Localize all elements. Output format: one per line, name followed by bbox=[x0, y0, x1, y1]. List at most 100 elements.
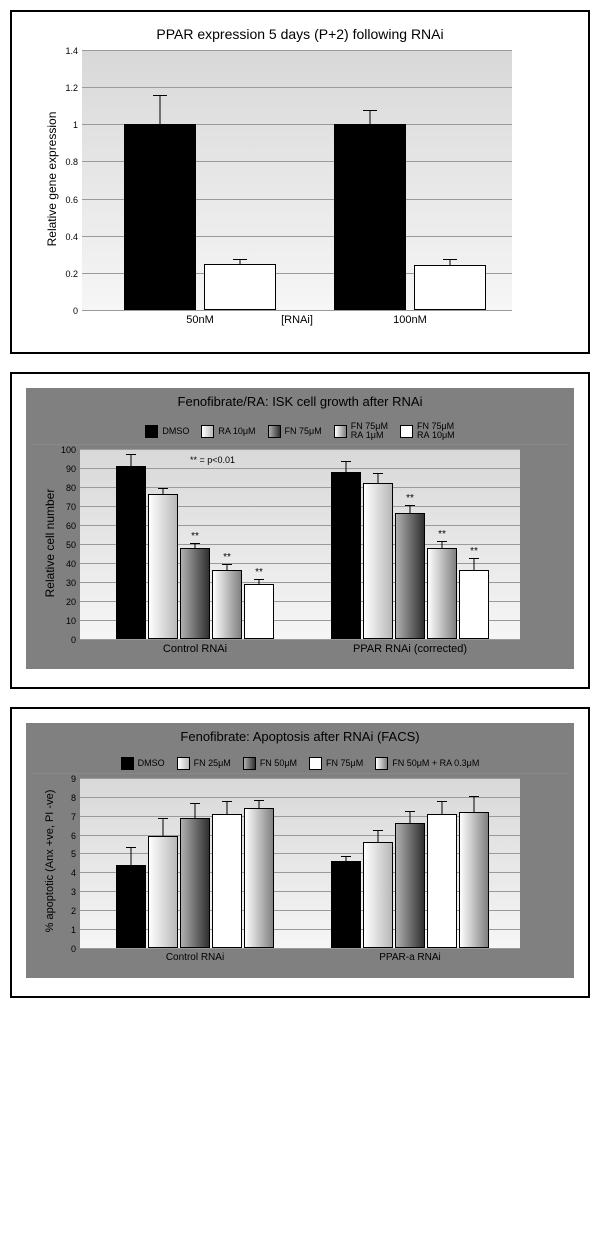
significance-marker: ** bbox=[470, 546, 478, 557]
bar bbox=[116, 865, 146, 948]
x-axis-label: [RNAi] bbox=[281, 314, 313, 326]
error-cap bbox=[341, 461, 351, 462]
error-bar bbox=[131, 848, 132, 865]
error-bar bbox=[410, 506, 411, 514]
legend-swatch bbox=[400, 425, 413, 438]
bar bbox=[212, 814, 242, 948]
bar bbox=[427, 814, 457, 948]
y-axis-label: % apoptotic (Anx +ve, PI -ve) bbox=[44, 776, 56, 946]
legend-label: FN 75μM bbox=[326, 759, 363, 768]
grid-line bbox=[82, 87, 512, 88]
legend-swatch bbox=[201, 425, 214, 438]
y-axis-label: Relative cell number bbox=[43, 448, 57, 638]
bar bbox=[395, 823, 425, 948]
error-cap bbox=[373, 473, 383, 474]
legend-swatch bbox=[145, 425, 158, 438]
legend-label: FN 50μM bbox=[260, 759, 297, 768]
error-bar bbox=[160, 96, 161, 124]
error-bar bbox=[240, 260, 241, 264]
y-tick-label: 2 bbox=[36, 906, 80, 916]
legend-label: FN 75μMRA 1μM bbox=[351, 422, 388, 441]
error-bar bbox=[474, 559, 475, 570]
significance-marker: ** bbox=[406, 493, 414, 504]
grid-line bbox=[82, 50, 512, 51]
significance-marker: ** bbox=[191, 531, 199, 542]
bar bbox=[395, 513, 425, 638]
legend-item: RA 10μM bbox=[201, 422, 255, 441]
error-bar bbox=[410, 812, 411, 823]
group-label: PPAR RNAi (corrected) bbox=[353, 643, 467, 655]
bar bbox=[180, 818, 210, 948]
bar bbox=[148, 494, 178, 638]
y-tick-label: 4 bbox=[36, 868, 80, 878]
grid-line bbox=[80, 525, 520, 526]
group-label: PPAR-a RNAi bbox=[379, 952, 441, 963]
error-cap bbox=[405, 811, 415, 812]
bar bbox=[331, 861, 361, 948]
legend-swatch bbox=[375, 757, 388, 770]
grid-line bbox=[80, 487, 520, 488]
error-bar bbox=[450, 260, 451, 266]
group-label: 50nM bbox=[186, 314, 214, 326]
legend-swatch bbox=[121, 757, 134, 770]
legend-label: RA 10μM bbox=[218, 427, 255, 436]
legend-swatch bbox=[243, 757, 256, 770]
significance-marker: ** bbox=[223, 552, 231, 563]
chart-wrap: Fenofibrate/RA: ISK cell growth after RN… bbox=[26, 388, 574, 669]
y-tick-label: 9 bbox=[36, 774, 80, 784]
grid-line bbox=[80, 506, 520, 507]
legend-item: FN 75μMRA 1μM bbox=[334, 422, 388, 441]
grid-line bbox=[80, 797, 520, 798]
error-cap bbox=[126, 847, 136, 848]
bar bbox=[459, 570, 489, 638]
error-cap bbox=[363, 110, 377, 111]
legend-label: DMSO bbox=[138, 759, 165, 768]
error-bar bbox=[378, 474, 379, 484]
error-bar bbox=[346, 857, 347, 861]
chart-title: PPAR expression 5 days (P+2) following R… bbox=[26, 26, 574, 42]
error-cap bbox=[469, 796, 479, 797]
grid-line bbox=[80, 544, 520, 545]
group-label: 100nM bbox=[393, 314, 427, 326]
error-cap bbox=[437, 801, 447, 802]
error-cap bbox=[443, 259, 457, 260]
legend-label: FN 50μM + RA 0.3μM bbox=[392, 759, 479, 768]
y-tick-label: 5 bbox=[36, 849, 80, 859]
bar bbox=[363, 842, 393, 948]
error-cap bbox=[222, 564, 232, 565]
y-tick-label: 7 bbox=[36, 812, 80, 822]
legend-item: FN 75μMRA 10μM bbox=[400, 422, 455, 441]
bar bbox=[180, 548, 210, 639]
panel-ppar-expression: PPAR expression 5 days (P+2) following R… bbox=[10, 10, 590, 354]
panel-cell-growth: Fenofibrate/RA: ISK cell growth after RN… bbox=[10, 372, 590, 689]
y-tick-label: 8 bbox=[36, 793, 80, 803]
chart-title: Fenofibrate: Apoptosis after RNAi (FACS) bbox=[32, 729, 568, 744]
legend-item: FN 75μM bbox=[268, 422, 322, 441]
error-bar bbox=[259, 801, 260, 809]
error-bar bbox=[442, 802, 443, 813]
error-cap bbox=[233, 259, 247, 260]
bar bbox=[334, 124, 406, 310]
legend-swatch bbox=[268, 425, 281, 438]
y-tick-label: 0 bbox=[36, 944, 80, 954]
grid-line bbox=[80, 449, 520, 450]
legend-label: FN 75μM bbox=[285, 427, 322, 436]
bar bbox=[204, 264, 276, 310]
legend: DMSORA 10μMFN 75μMFN 75μMRA 1μMFN 75μMRA… bbox=[32, 417, 568, 445]
chart-title: Fenofibrate/RA: ISK cell growth after RN… bbox=[32, 394, 568, 409]
legend: DMSOFN 25μMFN 50μMFN 75μMFN 50μM + RA 0.… bbox=[32, 752, 568, 774]
error-bar bbox=[346, 462, 347, 472]
error-cap bbox=[254, 579, 264, 580]
error-cap bbox=[405, 505, 415, 506]
error-bar bbox=[163, 489, 164, 495]
error-cap bbox=[190, 543, 200, 544]
grid-line bbox=[82, 310, 512, 311]
error-cap bbox=[158, 818, 168, 819]
plot-area: 0102030405060708090100******Control RNAi… bbox=[80, 449, 520, 639]
plot-area: 0123456789Control RNAiPPAR-a RNAi bbox=[80, 778, 520, 948]
bar bbox=[459, 812, 489, 948]
group-label: Control RNAi bbox=[166, 952, 224, 963]
error-cap bbox=[126, 454, 136, 455]
grid-line bbox=[80, 639, 520, 640]
plot-area: 00.20.40.60.811.21.450nM100nM[RNAi] bbox=[82, 50, 512, 310]
